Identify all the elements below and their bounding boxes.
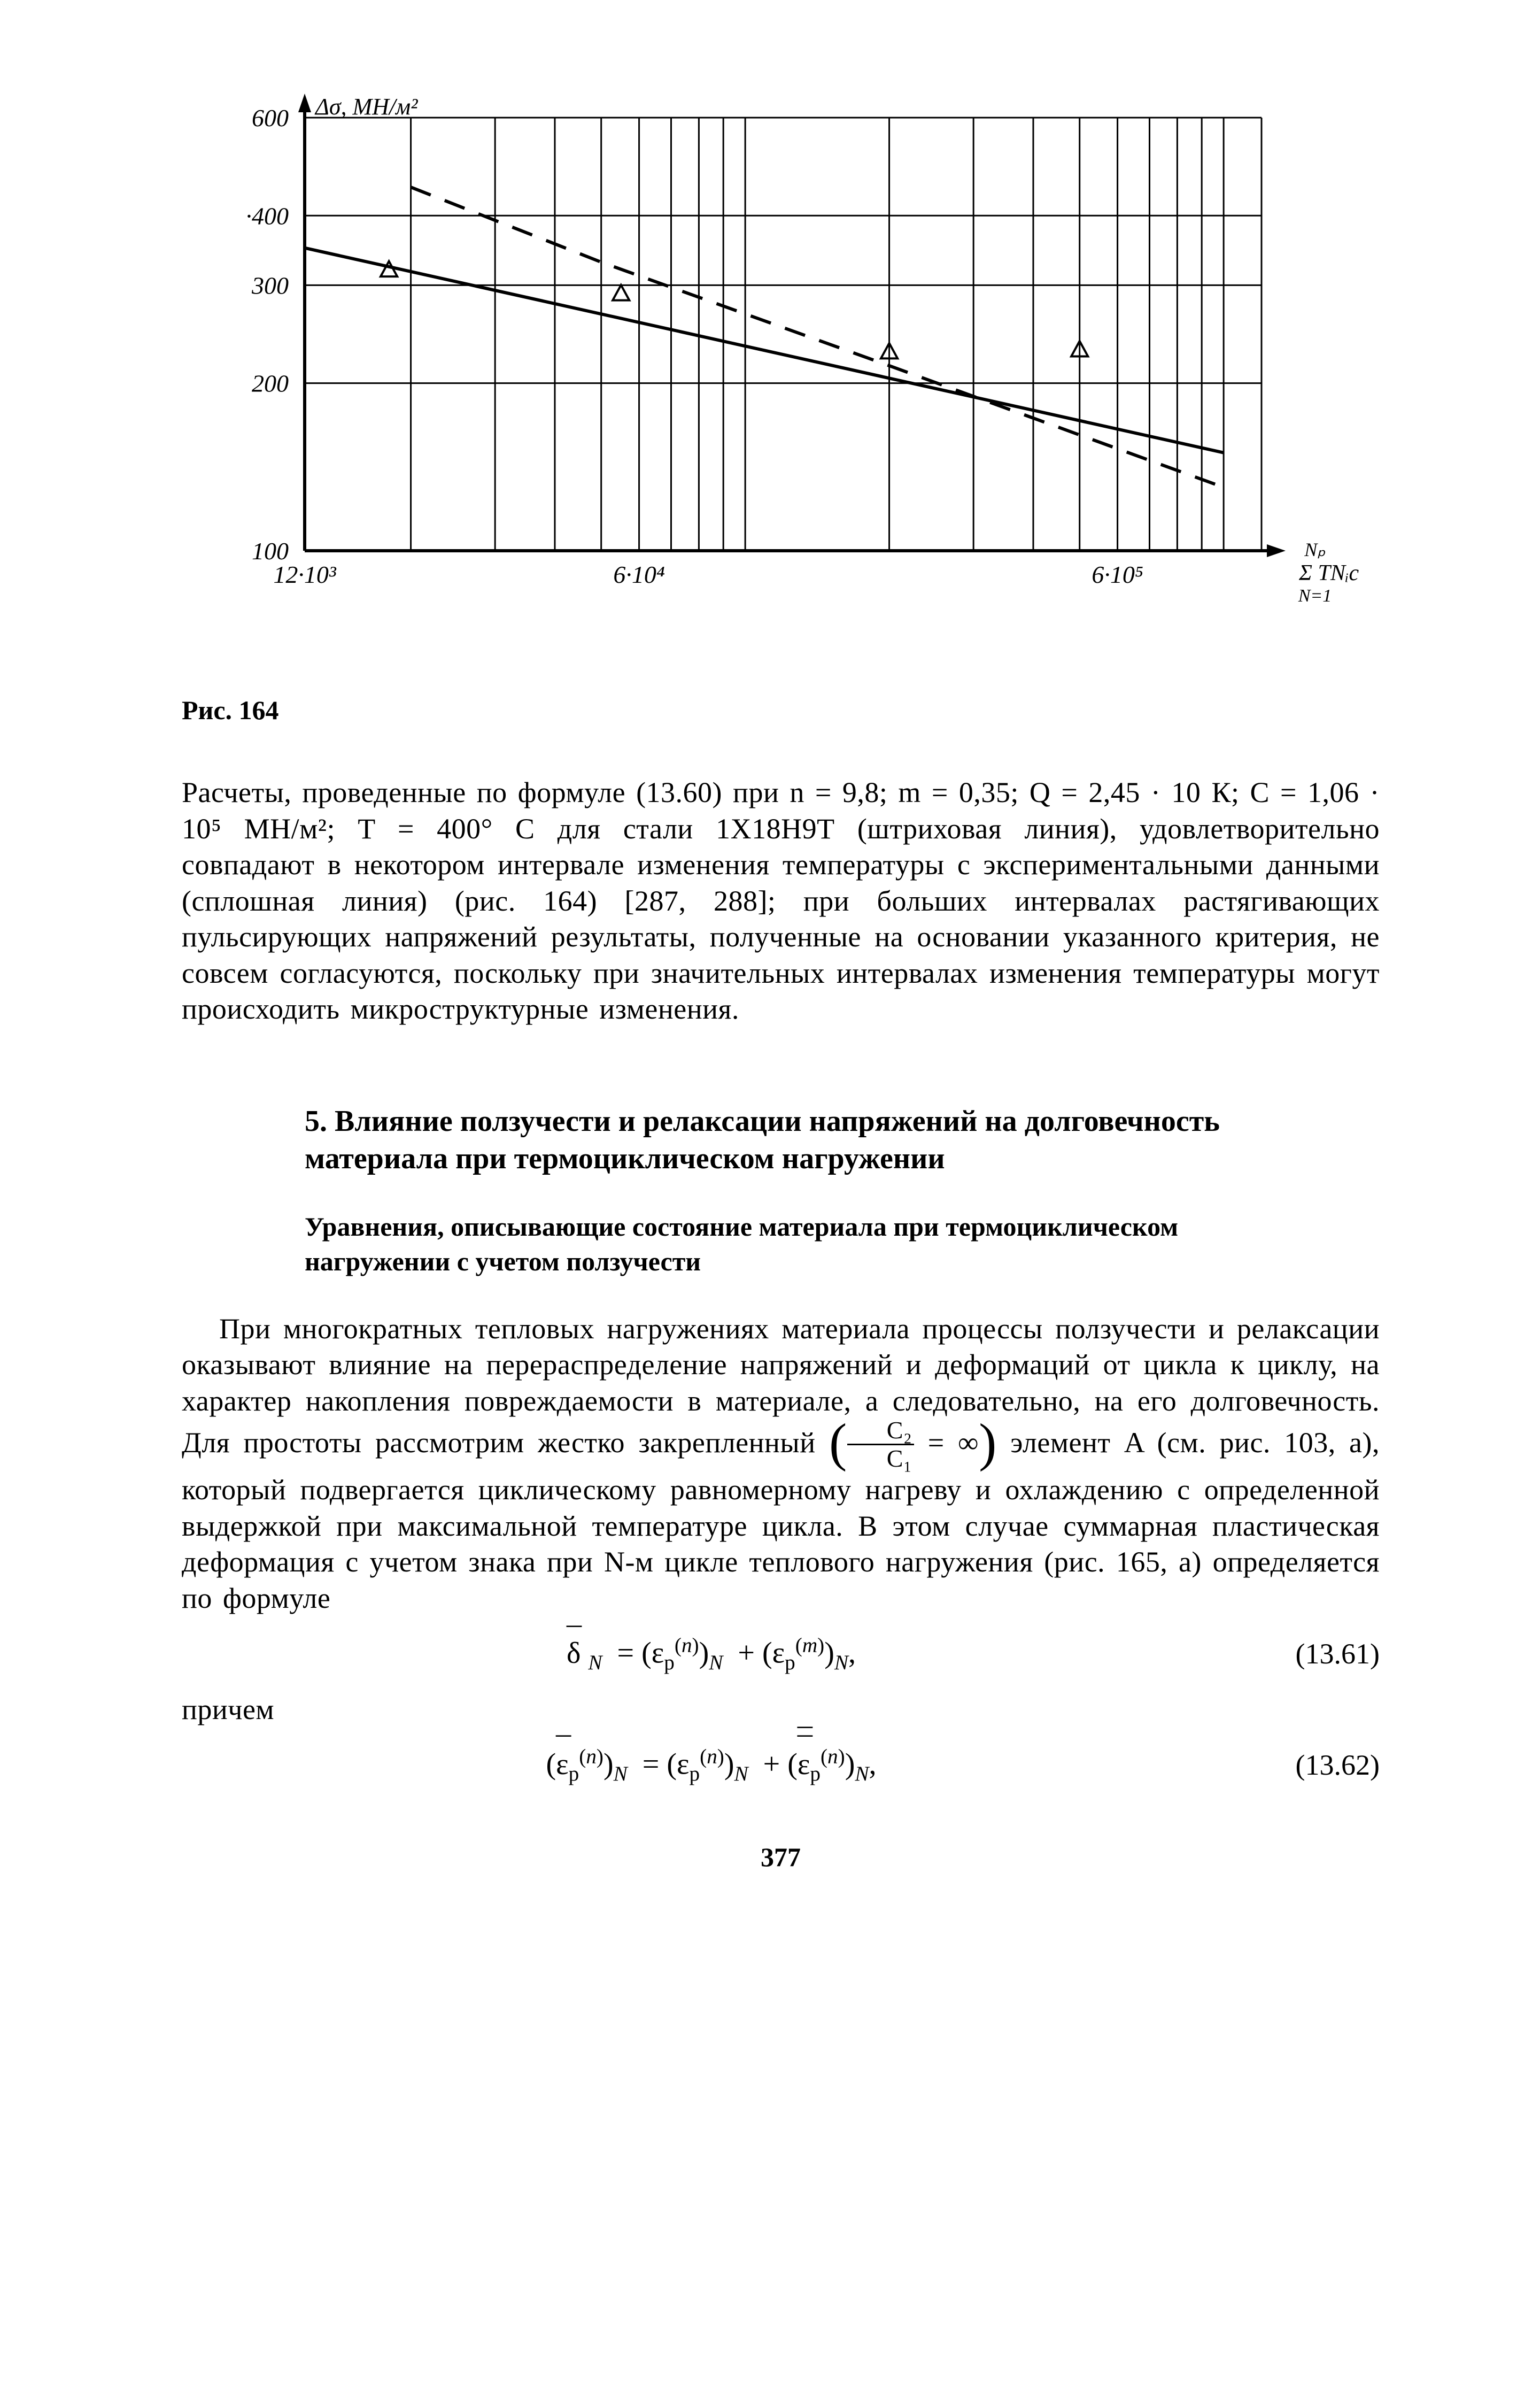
equation-13-61-body: δ¯ N = (εp(n))N + (εp(m))N, [182, 1632, 1241, 1676]
inline-fraction: C₂C₁ [847, 1418, 915, 1471]
svg-text:200: 200 [252, 370, 289, 397]
paragraph-2: При многократных тепловых нагружениях ма… [182, 1311, 1380, 1617]
frac-numerator: C₂ [847, 1418, 915, 1445]
svg-text:Δσ, МН/м²: Δσ, МН/м² [314, 94, 418, 120]
svg-text:600: 600 [252, 104, 289, 132]
subsection-title: Уравнения, описывающие состояние материа… [305, 1209, 1251, 1279]
left-paren-icon: ( [829, 1413, 847, 1472]
equation-13-61: δ¯ N = (εp(n))N + (εp(m))N, (13.61) [182, 1632, 1380, 1676]
figure-164-chart: 100200300·400600Δσ, МН/м²12·10³6·10⁴6·10… [182, 86, 1380, 672]
paragraph-1: Расчеты, проведенные по формуле (13.60) … [182, 775, 1380, 1028]
svg-text:6·10⁴: 6·10⁴ [613, 561, 665, 588]
svg-text:Σ TNᵢc: Σ TNᵢc [1298, 561, 1359, 585]
chart-svg: 100200300·400600Δσ, МН/м²12·10³6·10⁴6·10… [182, 86, 1368, 663]
equation-13-62-body: (ε¯p(n))N = (εp(n))N + (ε¯¯p(n))N, [182, 1744, 1241, 1787]
right-paren-icon: ) [979, 1413, 997, 1472]
equation-13-61-number: (13.61) [1241, 1636, 1380, 1673]
equation-13-62: (ε¯p(n))N = (εp(n))N + (ε¯¯p(n))N, (13.6… [182, 1744, 1380, 1787]
frac-eq: = ∞ [914, 1427, 979, 1459]
page-root: 100200300·400600Δσ, МН/м²12·10³6·10⁴6·10… [0, 0, 1540, 2389]
figure-caption: Рис. 164 [182, 693, 1380, 727]
svg-text:Nₚ: Nₚ [1304, 539, 1326, 560]
svg-text:·400: ·400 [246, 202, 289, 229]
section-title: 5. Влияние ползучести и релаксации напря… [305, 1103, 1251, 1177]
between-equations: причем [182, 1692, 1380, 1728]
equation-13-62-number: (13.62) [1241, 1747, 1380, 1784]
frac-denominator: C₁ [847, 1445, 915, 1471]
svg-text:N=1: N=1 [1298, 586, 1332, 606]
page-number: 377 [182, 1840, 1380, 1874]
svg-text:300: 300 [251, 272, 289, 299]
svg-text:6·10⁵: 6·10⁵ [1092, 561, 1143, 588]
svg-text:12·10³: 12·10³ [273, 561, 337, 588]
